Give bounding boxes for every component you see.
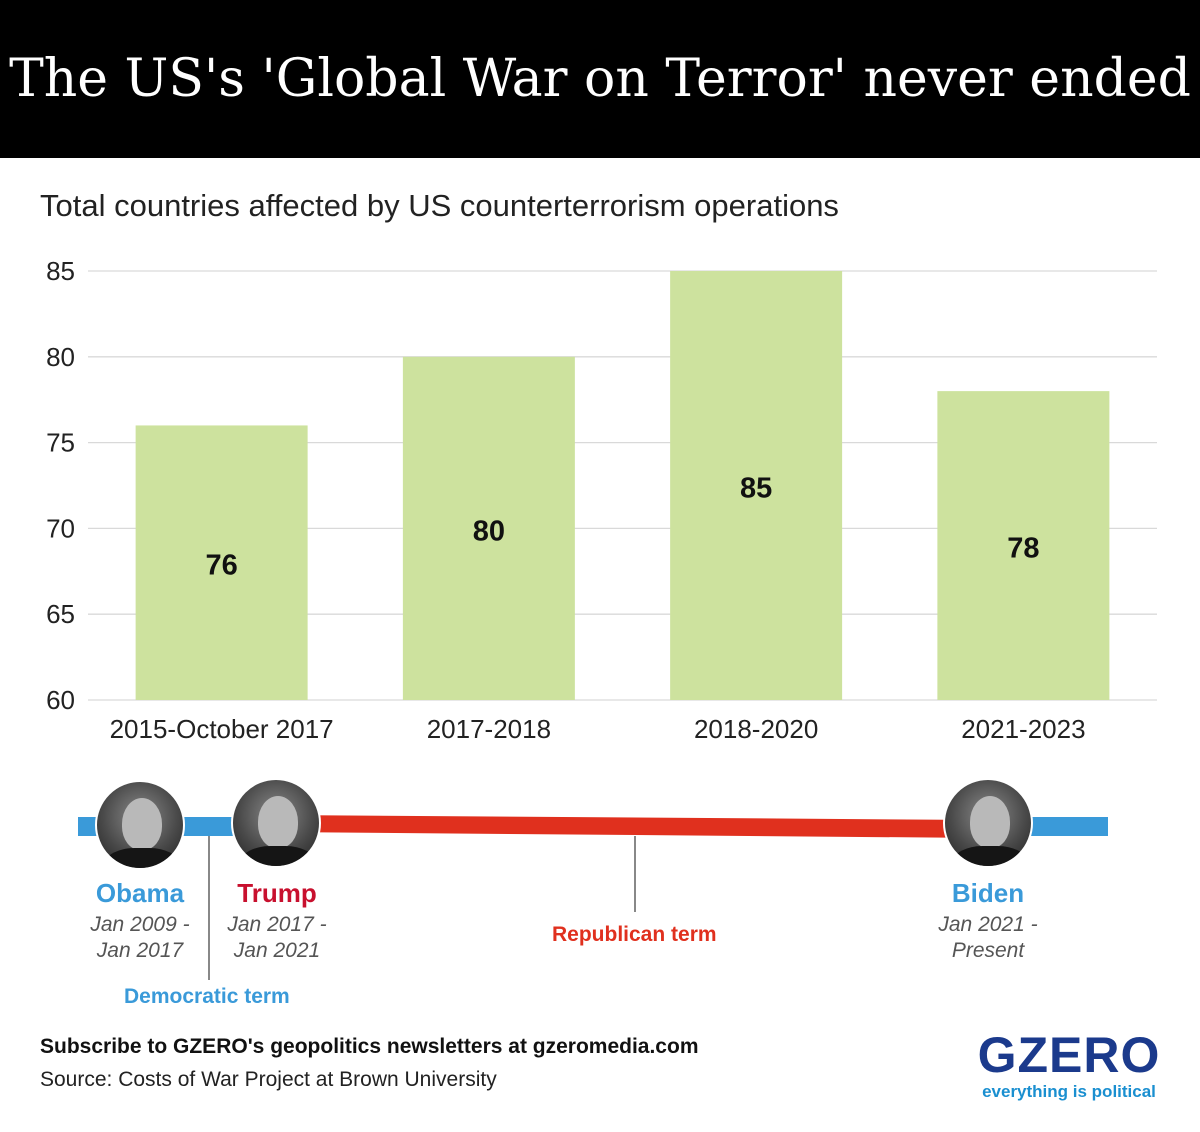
democratic-term-label: Democratic term xyxy=(124,985,290,1008)
data-label: 80 xyxy=(473,515,505,547)
logo-tagline: everything is political xyxy=(982,1082,1156,1101)
y-tick-label: 75 xyxy=(46,428,75,458)
biden-dates-end: Present xyxy=(951,939,1025,962)
republican-term-label: Republican term xyxy=(552,923,717,946)
gzero-logo: GZERO everything is political xyxy=(976,1030,1162,1102)
y-tick-label: 60 xyxy=(46,685,75,715)
obama-name: Obama xyxy=(95,878,185,908)
trump-portrait xyxy=(231,778,321,868)
data-label: 76 xyxy=(205,550,237,582)
biden-name: Biden xyxy=(951,878,1025,908)
y-tick-label: 85 xyxy=(46,256,75,286)
page-title: The US's 'Global War on Terror' never en… xyxy=(9,49,1191,109)
y-tick-label: 80 xyxy=(46,342,75,372)
biden-dates-start: Jan 2021 - xyxy=(938,913,1038,936)
y-tick-label: 65 xyxy=(46,599,75,629)
title-banner: The US's 'Global War on Terror' never en… xyxy=(0,0,1200,158)
x-tick-label: 2018-2020 xyxy=(694,714,818,744)
biden-portrait xyxy=(943,778,1033,868)
bar xyxy=(670,271,843,700)
x-tick-label: 2021-2023 xyxy=(961,714,1085,744)
obama-dates-end: Jan 2017 xyxy=(96,939,184,962)
bar xyxy=(937,391,1110,700)
data-label: 85 xyxy=(740,473,772,505)
subscribe-note: Subscribe to GZERO's geopolitics newslet… xyxy=(40,1035,699,1058)
x-tick-label: 2015-October 2017 xyxy=(110,714,334,744)
y-tick-label: 70 xyxy=(46,513,75,543)
chart-subtitle: Total countries affected by US counterte… xyxy=(40,188,839,223)
bar xyxy=(135,425,308,700)
source-note: Source: Costs of War Project at Brown Un… xyxy=(40,1068,497,1091)
data-label: 78 xyxy=(1007,533,1039,565)
x-tick-label: 2017-2018 xyxy=(427,714,551,744)
trump-dates-start: Jan 2017 - xyxy=(227,913,327,936)
obama-dates-start: Jan 2009 - xyxy=(90,913,190,936)
republican-term-bar xyxy=(278,815,985,838)
trump-name: Trump xyxy=(237,878,317,908)
logo-wordmark: GZERO xyxy=(977,1027,1161,1083)
bar-chart: 60 65 70 75 80 85 76 2015-October 2017 80 2017-20… xyxy=(46,256,1157,744)
trump-dates-end: Jan 2021 xyxy=(233,939,321,962)
bar xyxy=(402,356,575,700)
obama-portrait xyxy=(95,780,185,870)
